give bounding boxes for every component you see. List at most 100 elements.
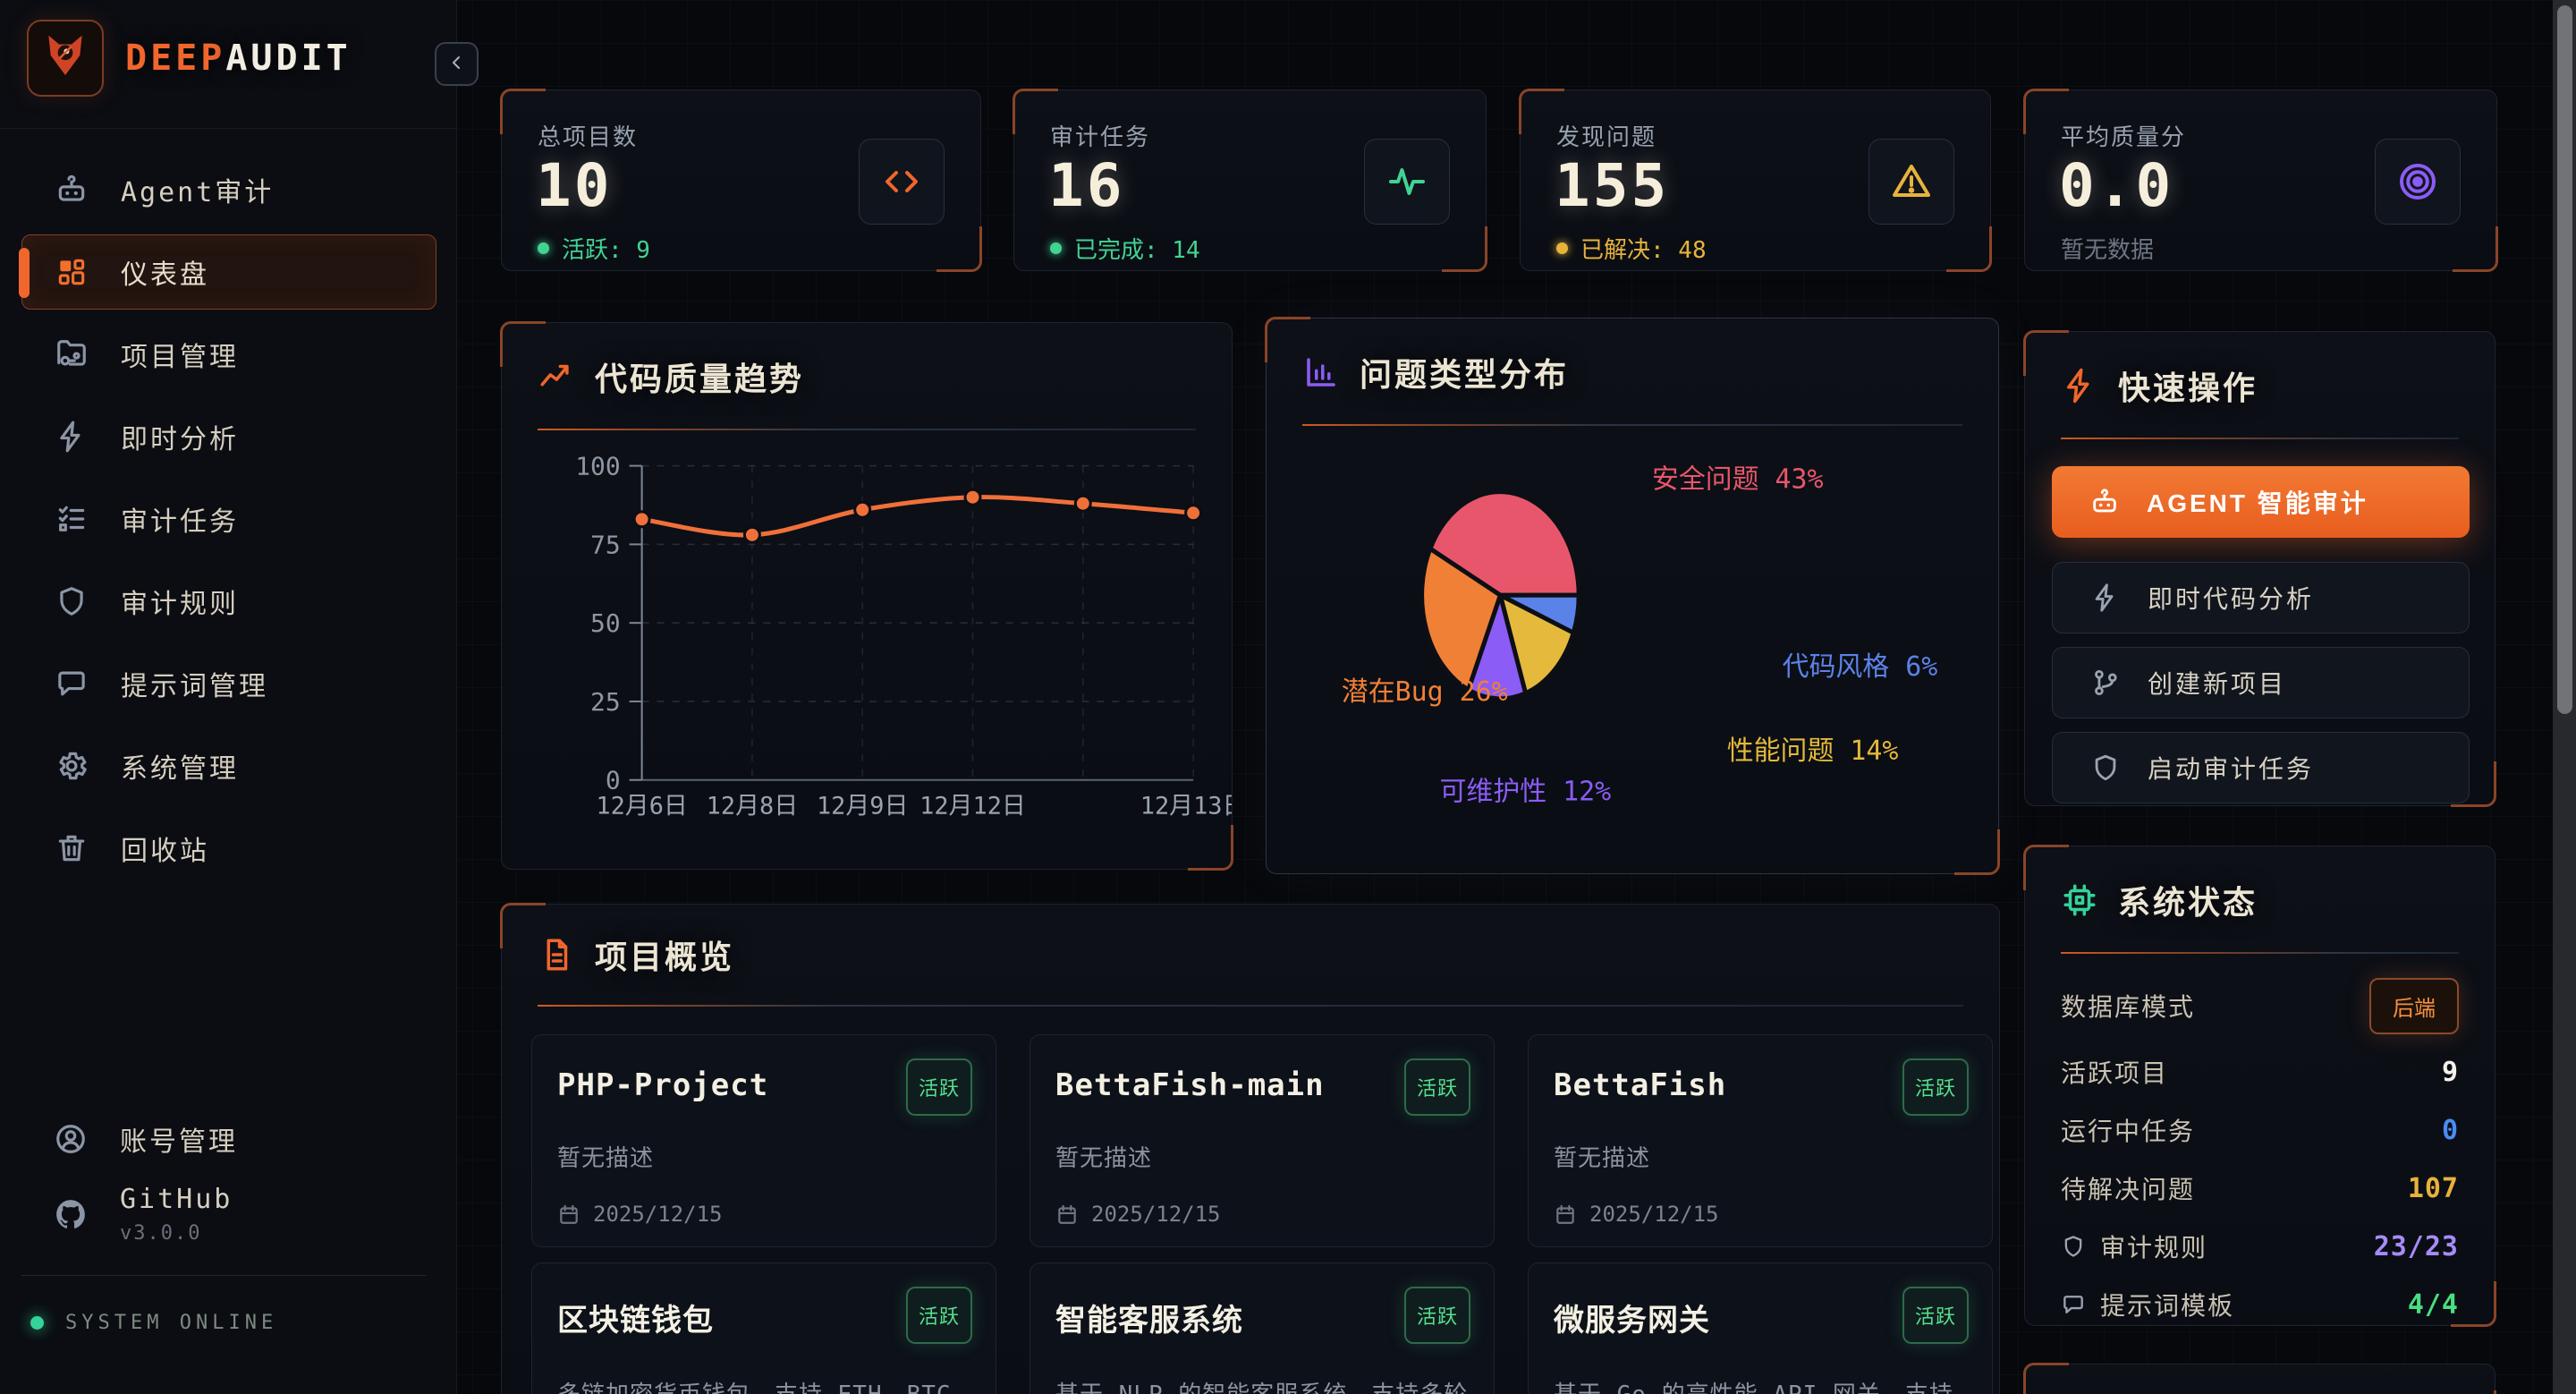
- stat-value: 10: [536, 151, 613, 220]
- scrollbar-thumb[interactable]: [2557, 5, 2572, 714]
- line-chart: 0 25 50 75 100 12月6日 12月8日 12月9日 12月12日 12月13日: [575, 452, 1232, 820]
- project-card[interactable]: 智能客服系统 活跃基于 NLP 的智能客服系统，支持多轮对话、意图识别和知识问答: [1030, 1262, 1495, 1394]
- calendar-icon: [1055, 1203, 1079, 1226]
- system-online-indicator: SYSTEM ONLINE: [21, 1312, 436, 1334]
- status-badge[interactable]: 后端: [2369, 977, 2459, 1034]
- sidebar-collapse-button[interactable]: [435, 42, 479, 86]
- project-status-badge: 活跃: [905, 1287, 972, 1344]
- stat-card-issues-found: 发现问题 155 已解决: 48: [1519, 89, 1992, 272]
- shield-icon: [55, 584, 89, 618]
- sidebar-item-label: 即时分析: [121, 424, 239, 455]
- footer-divider: [21, 1275, 426, 1276]
- svg-text:代码风格 6%: 代码风格 6%: [1783, 651, 1938, 683]
- sidebar-footer: 账号管理 GitHub v3.0.0 SYSTEM ONLINE: [21, 1101, 436, 1334]
- code-icon: [880, 160, 923, 203]
- sidebar-item-audit-tasks[interactable]: 审计任务: [21, 481, 436, 557]
- code-quality-trend-panel: 代码质量趋势 0 25 50 75 100 12月6日 12月8日 12月9日 12月12日 12…: [500, 321, 1233, 871]
- sidebar-item-instant-analysis[interactable]: 即时分析: [21, 399, 436, 474]
- quick-action-create-new-project[interactable]: 创建新项目: [2052, 647, 2470, 718]
- status-row-label: 数据库模式: [2061, 988, 2195, 1024]
- sidebar: DEEPAUDIT Agent审计 仪表盘项目管理即时分析审计任务 审计规则提示词管…: [0, 0, 457, 1394]
- sidebar-item-recycle-bin[interactable]: 回收站: [21, 811, 436, 886]
- sidebar-item-agent-audit[interactable]: Agent审计: [21, 152, 436, 227]
- project-card[interactable]: BettaFish-main 活跃 暂无描述 2025/12/15: [1030, 1034, 1495, 1247]
- tasks-icon: [55, 502, 89, 536]
- quick-action-label: 即时代码分析: [2148, 585, 2315, 613]
- project-name: 智能客服系统: [1055, 1303, 1243, 1339]
- project-description: 基于 Go 的高性能 API 网关，支持限流、熔断、负载均衡: [1554, 1377, 1967, 1394]
- stat-value: 155: [1555, 151, 1670, 220]
- status-label-text: 审计规则: [2100, 1233, 2208, 1262]
- project-date-text: 2025/12/15: [593, 1202, 723, 1228]
- project-date: 2025/12/15: [1055, 1202, 1469, 1227]
- stat-card-total-projects: 总项目数 10 活跃: 9: [500, 89, 982, 272]
- stat-status: 已完成: 14: [1050, 232, 1200, 265]
- warning-icon: [1890, 160, 1933, 203]
- status-row-active-projects: 活跃项目 9: [2061, 1045, 2459, 1099]
- shield-icon: [2061, 1234, 2086, 1259]
- stat-value: 16: [1048, 151, 1125, 220]
- sidebar-item-github[interactable]: GitHub v3.0.0: [21, 1177, 436, 1252]
- project-date-text: 2025/12/15: [1091, 1202, 1221, 1228]
- project-card[interactable]: BettaFish 活跃 暂无描述 2025/12/15: [1528, 1034, 1993, 1247]
- svg-text:12月8日: 12月8日: [707, 793, 798, 820]
- stat-status: 活跃: 9: [538, 232, 650, 265]
- project-name: BettaFish-main: [1055, 1067, 1325, 1103]
- activity-icon: [1385, 160, 1428, 203]
- project-overview-panel: 项目概览 PHP-Project 活跃 暂无描述 2025/12/15 BettaFis…: [500, 903, 2000, 1394]
- panel-header: 代码质量趋势: [538, 353, 1196, 400]
- project-name: 区块链钱包: [557, 1303, 714, 1339]
- chevron-left-icon: [446, 52, 468, 76]
- project-date: 2025/12/15: [557, 1202, 970, 1227]
- project-description: 暂无描述: [1055, 1145, 1153, 1172]
- issue-type-distribution-panel: 问题类型分布 安全问题 43% 代码风格 6% 性能问题 14% 可维护性 12% 潜在…: [1265, 317, 2000, 875]
- svg-text:潜在Bug 26%: 潜在Bug 26%: [1342, 676, 1508, 708]
- quick-action-start-audit-task[interactable]: 启动审计任务: [2052, 732, 2470, 803]
- stat-value: 0.0: [2059, 151, 2174, 220]
- sidebar-item-label: 提示词管理: [121, 671, 268, 702]
- status-label-text: 活跃项目: [2061, 1058, 2169, 1088]
- status-row-db-mode: 数据库模式 后端: [2061, 977, 2459, 1034]
- status-dot: [1050, 242, 1062, 254]
- sidebar-item-prompt-management[interactable]: 提示词管理: [21, 646, 436, 721]
- stat-icon-box: [1364, 139, 1450, 225]
- github-icon: [54, 1197, 88, 1231]
- sidebar-item-project-management[interactable]: 项目管理: [21, 317, 436, 392]
- status-label-text: 数据库模式: [2061, 992, 2196, 1022]
- online-status-label: SYSTEM ONLINE: [65, 1312, 278, 1334]
- panel-header: 项目概览: [538, 931, 1963, 978]
- panel-title: 问题类型分布: [1360, 357, 1570, 394]
- fox-logo-icon: [40, 31, 90, 85]
- gear-icon: [55, 749, 89, 783]
- footer-item-text: GitHub v3.0.0: [120, 1184, 233, 1245]
- brand-title: DEEPAUDIT: [125, 38, 352, 79]
- panel-title: 代码质量趋势: [595, 361, 805, 398]
- sidebar-item-label: 系统管理: [121, 753, 239, 785]
- project-status-badge: 活跃: [1403, 1287, 1470, 1344]
- svg-text:12月6日: 12月6日: [596, 793, 687, 820]
- quick-action-instant-code-analysis[interactable]: 即时代码分析: [2052, 562, 2470, 633]
- stat-status-text: 已解决: 48: [1580, 237, 1707, 264]
- sidebar-item-account[interactable]: 账号管理: [21, 1101, 436, 1177]
- sidebar-item-label: 项目管理: [121, 342, 239, 373]
- status-label-text: 提示词模板: [2100, 1291, 2235, 1321]
- panel-header: 问题类型分布: [1302, 349, 1962, 395]
- project-card[interactable]: PHP-Project 活跃 暂无描述 2025/12/15: [531, 1034, 996, 1247]
- panel-title: 系统状态: [2118, 885, 2258, 922]
- quick-action-label: AGENT 智能审计: [2147, 489, 2368, 517]
- project-card[interactable]: 微服务网关 活跃基于 Go 的高性能 API 网关，支持限流、熔断、负载均衡: [1528, 1262, 1993, 1394]
- sidebar-item-dashboard[interactable]: 仪表盘: [19, 234, 436, 310]
- footer-item-text: 账号管理: [120, 1119, 238, 1159]
- status-row-label: 待解决问题: [2061, 1170, 2195, 1206]
- panel-title: 项目概览: [595, 939, 735, 976]
- project-name: 微服务网关: [1554, 1303, 1710, 1339]
- project-card[interactable]: 区块链钱包 活跃多链加密货币钱包，支持 ETH、BTC 等主流币种的存储和转账: [531, 1262, 996, 1394]
- sidebar-item-audit-rules[interactable]: 审计规则: [21, 564, 436, 639]
- sidebar-item-system-management[interactable]: 系统管理: [21, 728, 436, 803]
- scrollbar-track[interactable]: [2553, 0, 2576, 1394]
- sidebar-divider: [0, 128, 457, 129]
- stat-icon-box: [859, 139, 945, 225]
- quick-action-agent-smart-audit[interactable]: AGENT 智能审计: [2052, 466, 2470, 538]
- stat-status-text: 暂无数据: [2061, 237, 2155, 264]
